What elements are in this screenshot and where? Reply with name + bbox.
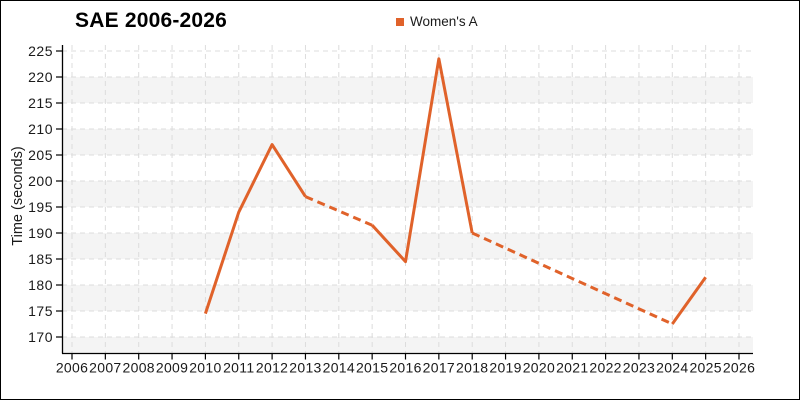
x-tick-label: 2016 xyxy=(389,360,421,376)
background-band xyxy=(62,285,753,311)
y-tick-label: 170 xyxy=(28,329,53,345)
series-womens-a-solid-segment xyxy=(371,57,474,264)
y-tick-label: 190 xyxy=(28,225,53,241)
series-womens-a-dashed-segment xyxy=(471,231,673,326)
x-tick-label: 2018 xyxy=(456,360,488,376)
x-tick-label: 2008 xyxy=(123,360,155,376)
series-womens-a-solid-segment xyxy=(203,143,307,315)
legend-label: Women's A xyxy=(410,14,478,29)
background-band xyxy=(62,337,753,354)
series-womens-a-solid-segment xyxy=(671,276,707,325)
x-tick-label: 2025 xyxy=(689,360,721,376)
x-tick-label: 2015 xyxy=(356,360,388,376)
x-tick-label: 2012 xyxy=(256,360,288,376)
y-tick-label: 180 xyxy=(28,277,53,293)
x-tick-label: 2022 xyxy=(589,360,621,376)
x-tick-label: 2024 xyxy=(656,360,688,376)
y-tick-label: 195 xyxy=(28,199,53,215)
x-tick-label: 2009 xyxy=(156,360,188,376)
y-axis-label: Time (seconds) xyxy=(10,146,26,246)
y-tick-label: 225 xyxy=(28,43,53,59)
x-tick-label: 2021 xyxy=(556,360,588,376)
y-tick-label: 220 xyxy=(28,69,53,85)
background-band xyxy=(62,77,753,103)
x-tick-label: 2019 xyxy=(489,360,521,376)
chart-title: SAE 2006-2026 xyxy=(75,9,228,32)
background-band xyxy=(62,129,753,155)
legend-marker-square-icon xyxy=(396,17,404,26)
x-tick-label: 2011 xyxy=(223,360,254,376)
x-tick-label: 2023 xyxy=(623,360,655,376)
x-tick-label: 2010 xyxy=(189,360,221,376)
x-tick-label: 2017 xyxy=(423,360,455,376)
x-tick-label: 2020 xyxy=(523,360,555,376)
x-tick-label: 2026 xyxy=(723,360,755,376)
y-tick-label: 185 xyxy=(28,251,53,267)
y-tick-label: 215 xyxy=(28,95,53,111)
y-tick-label: 210 xyxy=(28,121,53,137)
x-tick-label: 2013 xyxy=(289,360,321,376)
x-tick-label: 2006 xyxy=(56,360,88,376)
y-tick-label: 205 xyxy=(28,147,53,163)
y-tick-label: 175 xyxy=(28,303,53,319)
background-band xyxy=(62,181,753,207)
x-tick-label: 2014 xyxy=(323,360,355,376)
y-tick-label: 200 xyxy=(28,173,53,189)
x-tick-label: 2007 xyxy=(89,360,121,376)
legend: Women's A xyxy=(396,14,478,29)
